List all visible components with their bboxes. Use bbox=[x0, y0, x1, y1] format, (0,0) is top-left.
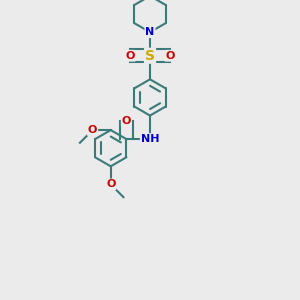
Text: O: O bbox=[88, 125, 97, 135]
Text: N: N bbox=[146, 27, 154, 37]
Text: S: S bbox=[145, 49, 155, 63]
Text: O: O bbox=[122, 116, 131, 126]
Text: NH: NH bbox=[141, 134, 159, 144]
Text: O: O bbox=[106, 179, 116, 189]
Text: O: O bbox=[125, 51, 135, 61]
Text: O: O bbox=[165, 51, 175, 61]
